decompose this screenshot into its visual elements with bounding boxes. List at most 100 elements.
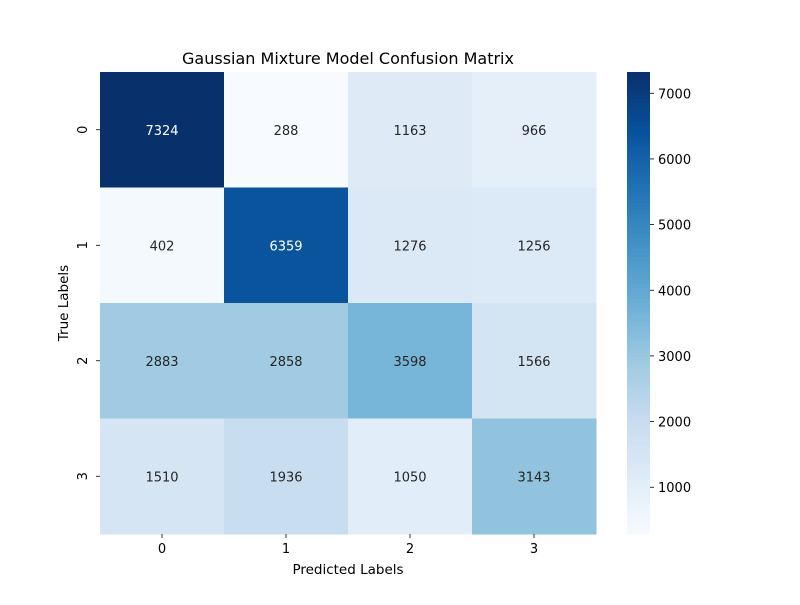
colorbar-segment-9 [627, 106, 650, 112]
colorbar-segment-29 [627, 183, 650, 189]
colorbar-segment-27 [627, 175, 650, 181]
colorbar-segment-82 [627, 387, 650, 393]
colorbar-segment-96 [627, 441, 650, 447]
colorbar-segment-19 [627, 145, 650, 150]
colorbar-segment-12 [627, 118, 650, 123]
colorbar-segment-55 [627, 283, 650, 289]
colorbar-segment-0 [627, 72, 650, 77]
colorbar-tick-label-4000: 4000 [658, 284, 691, 299]
colorbar-segment-32 [627, 195, 650, 200]
cell-annotation-r1-c0: 402 [150, 239, 175, 254]
colorbar-segment-37 [627, 214, 650, 219]
colorbar-segment-114 [627, 510, 650, 516]
heatmap-cell-r1-c1 [224, 187, 349, 304]
y-axis-label: True Labels [56, 265, 72, 342]
colorbar-segment-100 [627, 457, 650, 462]
colorbar-segment-98 [627, 449, 650, 454]
colorbar-tick-label-6000: 6000 [658, 153, 691, 168]
colorbar-segment-11 [627, 114, 650, 119]
cell-annotation-r2-c0: 2883 [145, 355, 178, 370]
colorbar-segment-31 [627, 191, 650, 196]
y-tick-label-2: 2 [76, 357, 91, 365]
colorbar-tick-label-3000: 3000 [658, 350, 691, 365]
colorbar-segment-94 [627, 433, 650, 439]
colorbar-segment-25 [627, 168, 650, 173]
y-tick-label-0: 0 [76, 126, 91, 134]
colorbar-segment-77 [627, 368, 650, 373]
colorbar-segment-14 [627, 125, 650, 131]
x-axis-label: Predicted Labels [292, 562, 403, 578]
colorbar-segment-39 [627, 222, 650, 227]
heatmap-annotations: 7324 288 1163 966 402 6359 1276 1256 2883 2858 359… [145, 124, 550, 486]
chart-title: Gaussian Mixture Model Confusion Matrix [182, 49, 514, 68]
colorbar-segment-115 [627, 514, 650, 520]
colorbar-segment-43 [627, 237, 650, 242]
colorbar-segment-1 [627, 75, 650, 81]
colorbar-segment-30 [627, 187, 650, 192]
colorbar-segment-79 [627, 376, 650, 381]
colorbar-segment-80 [627, 380, 650, 385]
colorbar-segment-71 [627, 345, 650, 350]
heatmap-cell-r3-c3 [472, 418, 597, 535]
colorbar-segment-21 [627, 152, 650, 158]
colorbar-segment-118 [627, 526, 650, 531]
colorbar-segment-75 [627, 360, 650, 366]
colorbar-segment-46 [627, 249, 650, 254]
colorbar-segment-33 [627, 199, 650, 204]
colorbar-segment-72 [627, 349, 650, 354]
colorbar-segment-13 [627, 122, 650, 127]
colorbar-segment-53 [627, 276, 650, 281]
cell-annotation-r3-c2: 1050 [393, 470, 426, 485]
colorbar-segment-119 [627, 530, 650, 535]
colorbar-segment-107 [627, 483, 650, 489]
cell-annotation-r3-c0: 1510 [145, 470, 178, 485]
colorbar-segment-89 [627, 414, 650, 420]
heatmap-cell-r1-c0 [100, 187, 225, 304]
colorbar-segment-92 [627, 426, 650, 431]
heatmap-cells [100, 72, 597, 535]
colorbar-segment-112 [627, 503, 650, 508]
colorbar-segment-38 [627, 218, 650, 223]
cell-annotation-r3-c3: 3143 [517, 470, 550, 485]
cell-annotation-r1-c1: 6359 [269, 239, 302, 254]
colorbar-segment-117 [627, 522, 650, 527]
colorbar-segment-109 [627, 491, 650, 497]
colorbar-segment-6 [627, 95, 650, 100]
cell-annotation-r2-c1: 2858 [269, 355, 302, 370]
colorbar-tick-label-7000: 7000 [658, 87, 691, 102]
colorbar-segment-34 [627, 202, 650, 208]
colorbar-segment-4 [627, 87, 650, 92]
colorbar-segment-20 [627, 149, 650, 154]
colorbar-segment-113 [627, 507, 650, 512]
colorbar-segment-86 [627, 403, 650, 408]
colorbar-segment-110 [627, 495, 650, 500]
colorbar-segment-61 [627, 306, 650, 312]
colorbar-segment-54 [627, 279, 650, 285]
colorbar-segment-15 [627, 129, 650, 135]
colorbar-segment-48 [627, 256, 650, 262]
colorbar-segment-67 [627, 329, 650, 335]
colorbar-segment-58 [627, 295, 650, 300]
colorbar-segment-47 [627, 252, 650, 258]
x-tick-label-1: 1 [282, 542, 290, 557]
colorbar-segment-93 [627, 430, 650, 435]
colorbar-segment-95 [627, 437, 650, 443]
heatmap-cell-r2-c0 [100, 303, 225, 419]
colorbar-segment-36 [627, 210, 650, 216]
colorbar-tick-label-5000: 5000 [658, 219, 691, 234]
colorbar-segment-73 [627, 353, 650, 358]
heatmap-cell-r1-c2 [348, 187, 473, 304]
colorbar-segment-69 [627, 337, 650, 343]
colorbar-segment-50 [627, 264, 650, 269]
cell-annotation-r0-c3: 966 [522, 124, 547, 139]
cell-annotation-r0-c0: 7324 [145, 124, 178, 139]
heatmap-cell-r3-c1 [224, 418, 349, 535]
colorbar-segment-7 [627, 98, 650, 104]
colorbar-segment-60 [627, 303, 650, 308]
colorbar-segment-51 [627, 268, 650, 273]
colorbar-segment-8 [627, 102, 650, 108]
colorbar-segment-17 [627, 137, 650, 142]
colorbar-segment-18 [627, 141, 650, 146]
heatmap-cell-r2-c1 [224, 303, 349, 419]
